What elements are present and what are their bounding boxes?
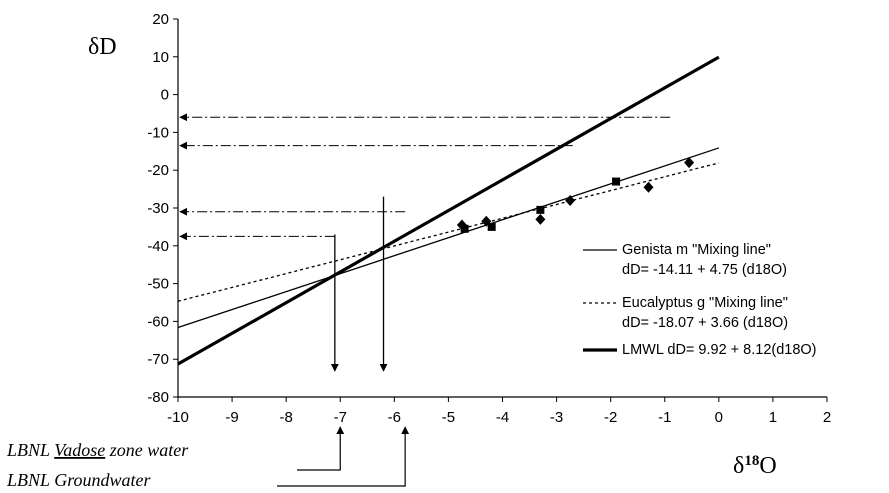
x-axis-title-main: δ (733, 453, 744, 479)
x-axis-title-tail: O (759, 453, 776, 479)
y-tick-label: -60 (147, 313, 169, 330)
legend-label-0: Genista m "Mixing line" (622, 242, 771, 258)
y-tick-label: 0 (161, 87, 169, 104)
legend-label-2: LMWL dD= 9.92 + 8.12(d18O) (622, 342, 817, 358)
data-point-diamond (565, 194, 576, 206)
y-tick-label: -50 (147, 276, 169, 293)
series-line-1 (177, 162, 719, 302)
annotation-groundwater-label: LBNL Groundwater (6, 470, 152, 490)
legend-label-1: Eucalyptus g "Mixing line" (622, 295, 788, 311)
x-tick-label: 0 (715, 409, 723, 426)
data-point-square (460, 224, 469, 233)
data-point-diamond (684, 157, 695, 169)
x-tick-label: -9 (225, 409, 238, 426)
x-tick-label: -7 (334, 409, 347, 426)
x-tick-label: -6 (388, 409, 401, 426)
annotation-vadose-pointer (297, 426, 345, 471)
y-axis-title: δD (88, 34, 117, 60)
x-tick-label: 2 (823, 409, 831, 426)
series-line-2 (177, 55, 720, 366)
x-axis-title: δ18O (733, 453, 777, 479)
y-tick-label: -10 (147, 124, 169, 141)
y-tick-label: -20 (147, 162, 169, 179)
reference-arrows (179, 113, 671, 372)
y-tick-label: 20 (152, 11, 169, 28)
annotations: LBNL Vadose zone water LBNL Groundwater (6, 426, 410, 490)
legend-equation-1: dD= -18.07 + 3.66 (d18O) (622, 315, 788, 331)
data-point-square (612, 177, 621, 186)
x-tick-label: -3 (550, 409, 563, 426)
y-tick-label: -40 (147, 238, 169, 255)
data-point-diamond (535, 213, 546, 225)
y-tick-label: -80 (147, 389, 169, 406)
annotation-groundwater-pointer (277, 426, 410, 487)
legend: Genista m "Mixing line" dD= -14.11 + 4.75… (583, 242, 817, 358)
legend-equation-0: dD= -14.11 + 4.75 (d18O) (622, 262, 787, 278)
data-point-square (487, 222, 496, 231)
data-point-square (536, 205, 545, 214)
x-tick-label: -4 (496, 409, 509, 426)
y-tick-label: -70 (147, 351, 169, 368)
x-tick-label: 1 (769, 409, 777, 426)
x-tick-label: -10 (167, 409, 189, 426)
annotation-vadose-label: LBNL Vadose zone water (6, 440, 189, 460)
data-point-diamond (456, 219, 467, 231)
data-point-diamond (643, 181, 654, 193)
data-point-diamond (481, 215, 492, 227)
x-tick-label: -8 (279, 409, 292, 426)
x-tick-label: -5 (442, 409, 455, 426)
series-line-0 (177, 147, 720, 329)
x-tick-label: -2 (604, 409, 617, 426)
y-tick-label: 10 (152, 49, 169, 66)
x-tick-label: -1 (658, 409, 671, 426)
data-points (456, 157, 695, 233)
series-lines (177, 55, 720, 366)
y-tick-label: -30 (147, 200, 169, 217)
x-axis-title-sup: 18 (744, 453, 759, 469)
